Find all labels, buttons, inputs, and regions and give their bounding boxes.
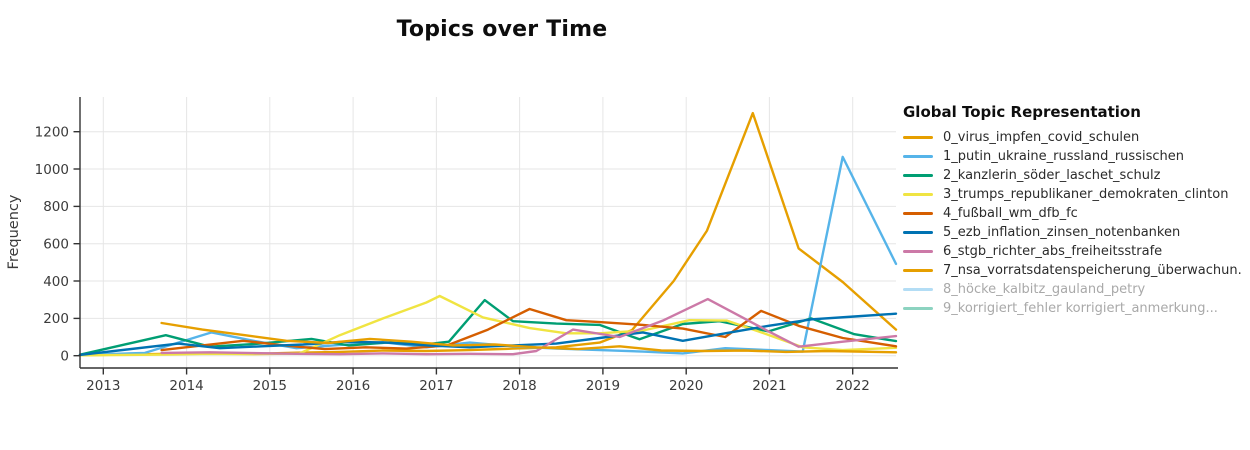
legend-item-label: 7_nsa_vorratsdatenspeicherung_überwachun… [943,263,1242,278]
x-tick-label: 2020 [669,378,703,394]
legend-item-7[interactable]: 7_nsa_vorratsdatenspeicherung_überwachun… [903,261,1248,280]
legend-item-5[interactable]: 5_ezb_inflation_zinsen_notenbanken [903,223,1248,242]
legend-item-8[interactable]: 8_höcke_kalbitz_gauland_petry [903,280,1248,299]
y-tick-label: 1200 [35,125,69,141]
series-line-6[interactable] [160,297,898,356]
x-tick-label: 2016 [336,378,370,394]
legend-item-1[interactable]: 1_putin_ukraine_russland_russischen [903,147,1248,166]
x-tick-label: 2013 [86,378,120,394]
legend-line-swatch-icon [903,212,933,215]
y-tick-label: 0 [60,349,69,365]
x-tick-label: 2019 [586,378,620,394]
legend-line-swatch-icon [903,136,933,139]
legend-line-swatch-icon [903,155,933,158]
legend-title: Global Topic Representation [903,103,1141,121]
legend: Global Topic Representation 0_virus_impf… [903,103,1248,318]
x-tick-label: 2014 [169,378,203,394]
y-tick-label: 200 [43,311,69,327]
legend-item-2[interactable]: 2_kanzlerin_söder_laschet_schulz [903,166,1248,185]
legend-item-3[interactable]: 3_trumps_republikaner_demokraten_clinton [903,185,1248,204]
y-tick-label: 400 [43,274,69,290]
legend-items: 0_virus_impfen_covid_schulen 1_putin_ukra… [903,128,1248,318]
legend-item-label: 5_ezb_inflation_zinsen_notenbanken [943,225,1181,240]
legend-item-label: 4_fußball_wm_dfb_fc [943,206,1078,221]
legend-line-swatch-icon [903,288,933,291]
legend-line-swatch-icon [903,174,933,177]
legend-item-label: 9_korrigiert_fehler korrigiert_anmerkung… [943,301,1218,316]
chart-title: Topics over Time [396,17,608,42]
x-tick-label: 2017 [419,378,453,394]
legend-item-label: 8_höcke_kalbitz_gauland_petry [943,282,1146,297]
legend-line-swatch-icon [903,250,933,253]
x-tick-label: 2018 [502,378,536,394]
legend-item-label: 3_trumps_republikaner_demokraten_clinton [943,187,1229,202]
y-tick-label: 1000 [35,162,69,178]
legend-item-label: 1_putin_ukraine_russland_russischen [943,149,1184,164]
legend-item-4[interactable]: 4_fußball_wm_dfb_fc [903,204,1248,223]
y-tick-label: 600 [43,237,69,253]
legend-item-label: 2_kanzlerin_söder_laschet_schulz [943,168,1161,183]
legend-line-swatch-icon [903,269,933,272]
legend-item-6[interactable]: 6_stgb_richter_abs_freiheitsstrafe [903,242,1248,261]
legend-line-swatch-icon [903,231,933,234]
legend-item-9[interactable]: 9_korrigiert_fehler korrigiert_anmerkung… [903,299,1248,318]
legend-item-0[interactable]: 0_virus_impfen_covid_schulen [903,128,1248,147]
y-tick-label: 800 [43,199,69,215]
series-line-7[interactable] [160,321,898,354]
x-tick-label: 2021 [752,378,786,394]
x-tick-label: 2022 [836,378,870,394]
legend-item-label: 0_virus_impfen_covid_schulen [943,130,1140,145]
legend-item-label: 6_stgb_richter_abs_freiheitsstrafe [943,244,1163,259]
legend-line-swatch-icon [903,307,933,310]
legend-line-swatch-icon [903,193,933,196]
x-tick-label: 2015 [253,378,287,394]
